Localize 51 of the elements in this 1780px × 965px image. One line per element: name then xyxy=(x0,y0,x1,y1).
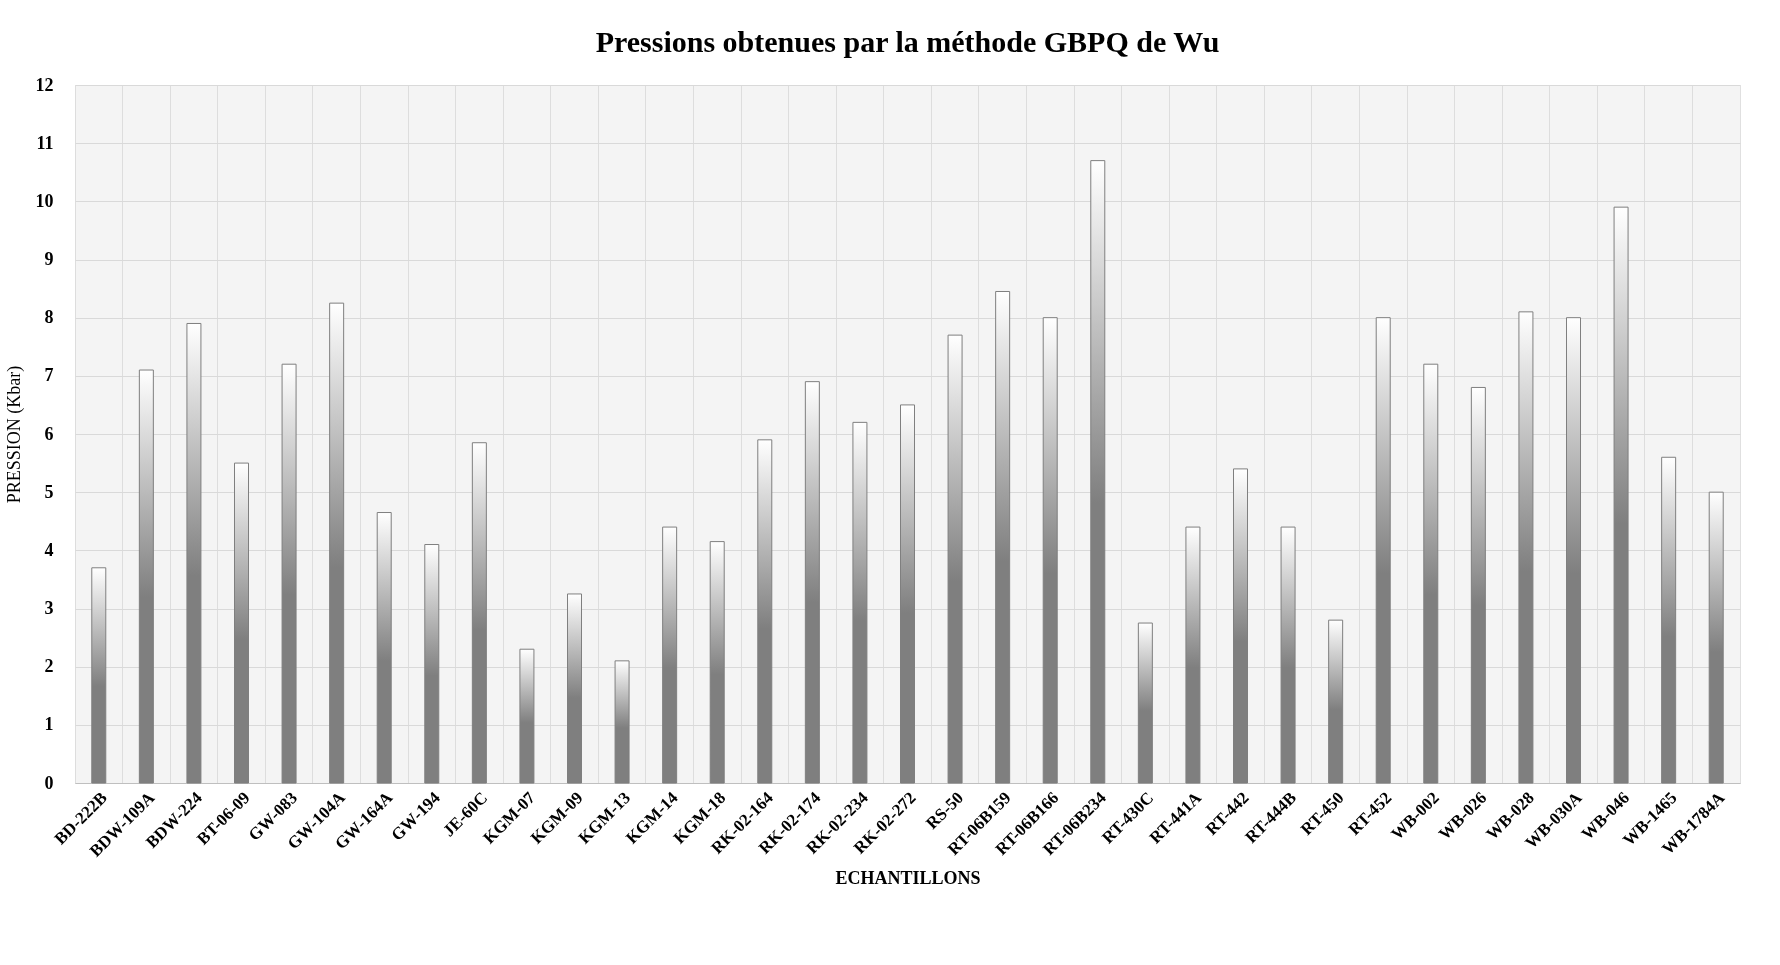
y-tick-label: 9 xyxy=(44,249,54,269)
bar xyxy=(91,567,107,784)
bar xyxy=(804,381,820,784)
bar xyxy=(329,302,345,784)
y-tick-label: 7 xyxy=(44,365,54,386)
bar xyxy=(1470,386,1486,784)
bar xyxy=(1090,160,1106,784)
y-tick-label: 11 xyxy=(36,132,54,153)
bar xyxy=(709,541,725,784)
bar xyxy=(1566,317,1581,784)
bar xyxy=(519,648,535,784)
y-tick-label: 1 xyxy=(44,714,54,735)
y-tick-label: 6 xyxy=(44,423,54,444)
chart-title: Pressions obtenues par la méthode GBPQ de Wu xyxy=(595,25,1220,58)
bar xyxy=(281,363,297,784)
bar xyxy=(662,526,678,784)
bar xyxy=(757,439,773,784)
bar xyxy=(1518,311,1534,784)
bar xyxy=(471,442,487,784)
x-axis-title: ECHANTILLONS xyxy=(835,867,981,888)
bar xyxy=(947,334,963,784)
bar xyxy=(1328,619,1344,784)
bar xyxy=(567,593,582,784)
y-axis-title: PRESSION (Kbar) xyxy=(3,365,25,504)
bar xyxy=(1233,468,1248,784)
bar xyxy=(1280,526,1296,784)
bar xyxy=(138,369,154,784)
y-tick-label: 12 xyxy=(35,74,54,95)
bar xyxy=(1375,317,1391,784)
y-tick-label: 3 xyxy=(44,598,54,618)
y-tick-label: 0 xyxy=(44,772,54,793)
bar xyxy=(900,404,915,784)
y-tick-label: 4 xyxy=(44,539,54,560)
y-tick-label: 5 xyxy=(44,481,54,502)
bar xyxy=(1042,317,1058,784)
bar xyxy=(234,462,249,784)
bar xyxy=(1708,491,1724,784)
bar xyxy=(1661,456,1677,784)
bar xyxy=(424,544,440,784)
bar xyxy=(1137,622,1153,784)
bar xyxy=(1613,206,1629,784)
bar xyxy=(376,512,392,784)
bar xyxy=(186,322,202,784)
y-tick-label: 8 xyxy=(44,307,54,328)
bar xyxy=(1423,363,1439,784)
bar xyxy=(995,290,1011,784)
bar xyxy=(1185,526,1201,784)
bar xyxy=(614,660,630,784)
y-tick-label: 10 xyxy=(35,190,54,211)
bar xyxy=(852,421,868,784)
y-tick-label: 2 xyxy=(44,656,54,677)
